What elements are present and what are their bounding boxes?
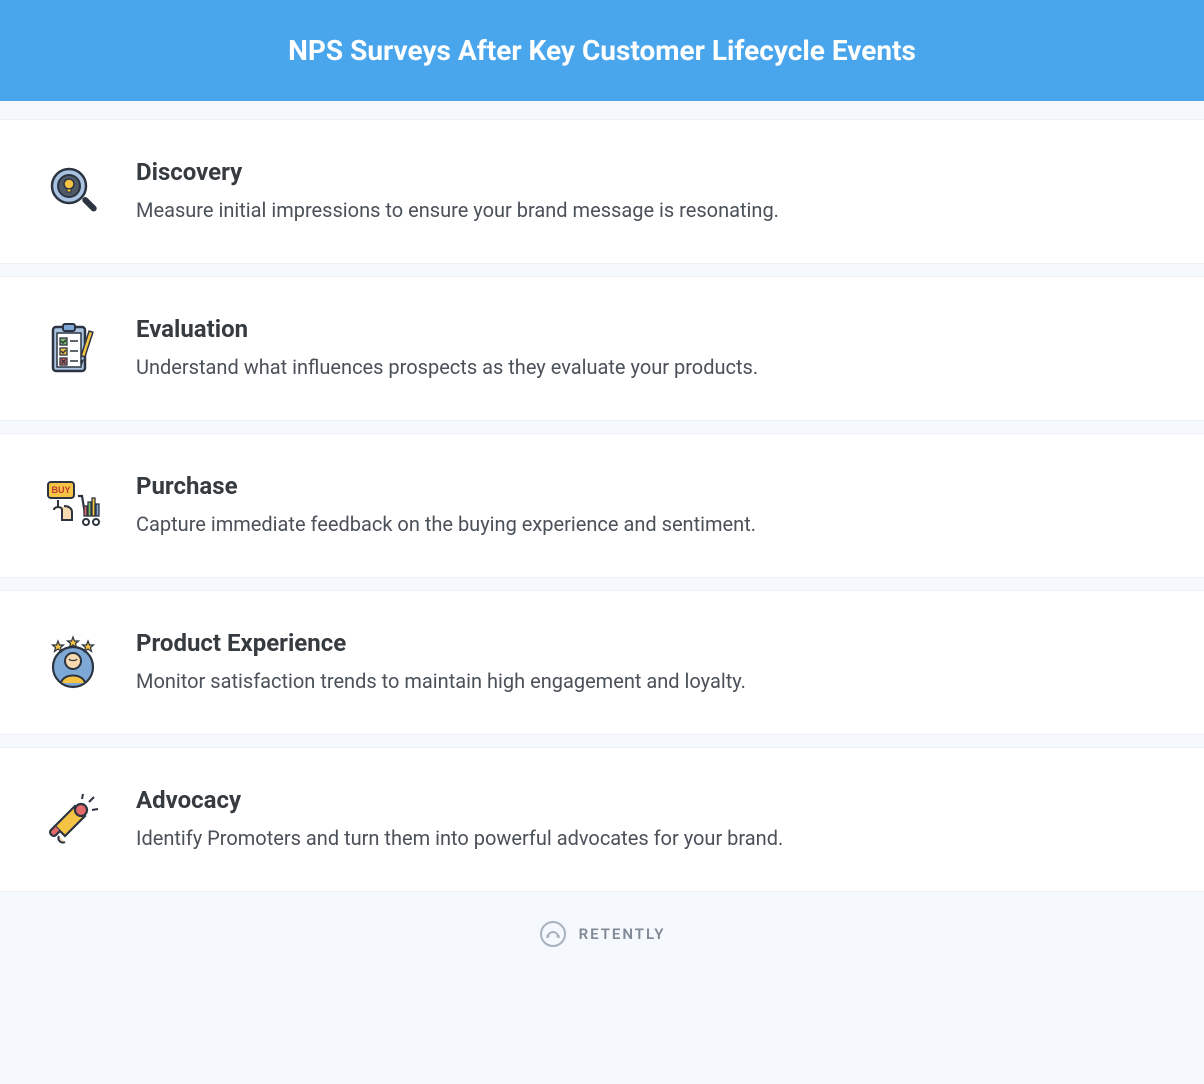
footer-brand: RETENTLY <box>579 925 666 943</box>
rows-container: Discovery Measure initial impressions to… <box>0 119 1204 892</box>
row-description: Measure initial impressions to ensure yo… <box>136 196 1164 225</box>
row-text: Discovery Measure initial impressions to… <box>136 158 1164 225</box>
row-title: Advocacy <box>136 786 1164 814</box>
magnifier-idea-icon <box>44 163 102 221</box>
row-description: Understand what influences prospects as … <box>136 353 1164 382</box>
header-title: NPS Surveys After Key Customer Lifecycle… <box>288 34 916 67</box>
megaphone-icon <box>44 791 102 849</box>
buy-cart-icon: BUY <box>44 477 102 535</box>
row-title: Discovery <box>136 158 1164 186</box>
user-stars-icon <box>44 634 102 692</box>
footer: RETENTLY <box>0 892 1204 972</box>
row-description: Capture immediate feedback on the buying… <box>136 510 1164 539</box>
retently-logo-icon <box>539 920 567 948</box>
lifecycle-row: Discovery Measure initial impressions to… <box>0 119 1204 264</box>
row-description: Monitor satisfaction trends to maintain … <box>136 667 1164 696</box>
infographic-card: NPS Surveys After Key Customer Lifecycle… <box>0 0 1204 972</box>
row-text: Advocacy Identify Promoters and turn the… <box>136 786 1164 853</box>
row-text: Purchase Capture immediate feedback on t… <box>136 472 1164 539</box>
row-title: Evaluation <box>136 315 1164 343</box>
row-description: Identify Promoters and turn them into po… <box>136 824 1164 853</box>
clipboard-checklist-icon <box>44 320 102 378</box>
row-title: Product Experience <box>136 629 1164 657</box>
lifecycle-row: BUY Purchase Capture immediate feedback … <box>0 433 1204 578</box>
header-bar: NPS Surveys After Key Customer Lifecycle… <box>0 0 1204 101</box>
row-text: Evaluation Understand what influences pr… <box>136 315 1164 382</box>
lifecycle-row: Advocacy Identify Promoters and turn the… <box>0 747 1204 892</box>
lifecycle-row: Evaluation Understand what influences pr… <box>0 276 1204 421</box>
svg-text:BUY: BUY <box>51 485 70 495</box>
row-text: Product Experience Monitor satisfaction … <box>136 629 1164 696</box>
row-title: Purchase <box>136 472 1164 500</box>
lifecycle-row: Product Experience Monitor satisfaction … <box>0 590 1204 735</box>
